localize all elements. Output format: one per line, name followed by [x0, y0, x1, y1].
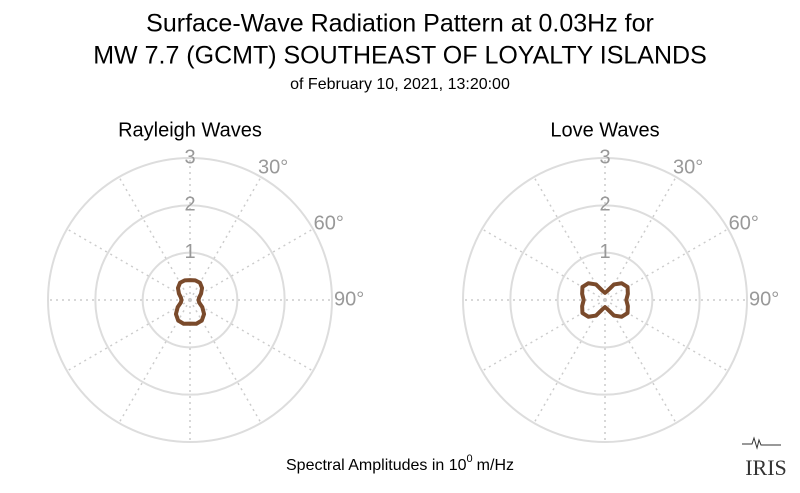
title-line: Surface-Wave Radiation Pattern at 0.03Hz… [146, 10, 654, 38]
chart-title: Love Waves [550, 119, 659, 141]
logo: IRIS [745, 455, 787, 480]
grid-ring [509, 204, 701, 396]
chart-title: Rayleigh Waves [118, 119, 262, 141]
title-line: MW 7.7 (GCMT) SOUTHEAST OF LOYALTY ISLAN… [93, 42, 707, 70]
theta-tick-label: 30° [673, 157, 703, 179]
footer: Spectral Amplitudes in 100 m/Hz [286, 453, 514, 474]
theta-tick-label: 90° [749, 288, 779, 310]
subtitle: of February 10, 2021, 13:20:00 [290, 76, 510, 93]
grid-ring [462, 157, 748, 443]
r-tick-label: 2 [184, 194, 195, 216]
r-tick-label: 3 [184, 146, 195, 168]
grid-ring [556, 251, 654, 349]
grid-ring [141, 251, 239, 349]
grid-ring [47, 157, 333, 443]
theta-tick-label: 60° [314, 212, 344, 234]
pattern-line [173, 278, 207, 326]
r-tick-label: 1 [184, 241, 195, 263]
r-tick-label: 2 [599, 194, 610, 216]
footer-exponent: 0 [467, 453, 473, 465]
theta-tick-label: 90° [334, 288, 364, 310]
theta-tick-label: 60° [729, 212, 759, 234]
pattern-line [580, 281, 630, 319]
footer-unit: m/Hz [477, 457, 514, 474]
theta-tick-label: 30° [258, 157, 288, 179]
logo-seismogram [742, 436, 781, 450]
r-tick-label: 1 [599, 241, 610, 263]
grid-ring [94, 204, 286, 396]
footer-text: Spectral Amplitudes in 10 [286, 457, 467, 474]
r-tick-label: 3 [599, 146, 610, 168]
